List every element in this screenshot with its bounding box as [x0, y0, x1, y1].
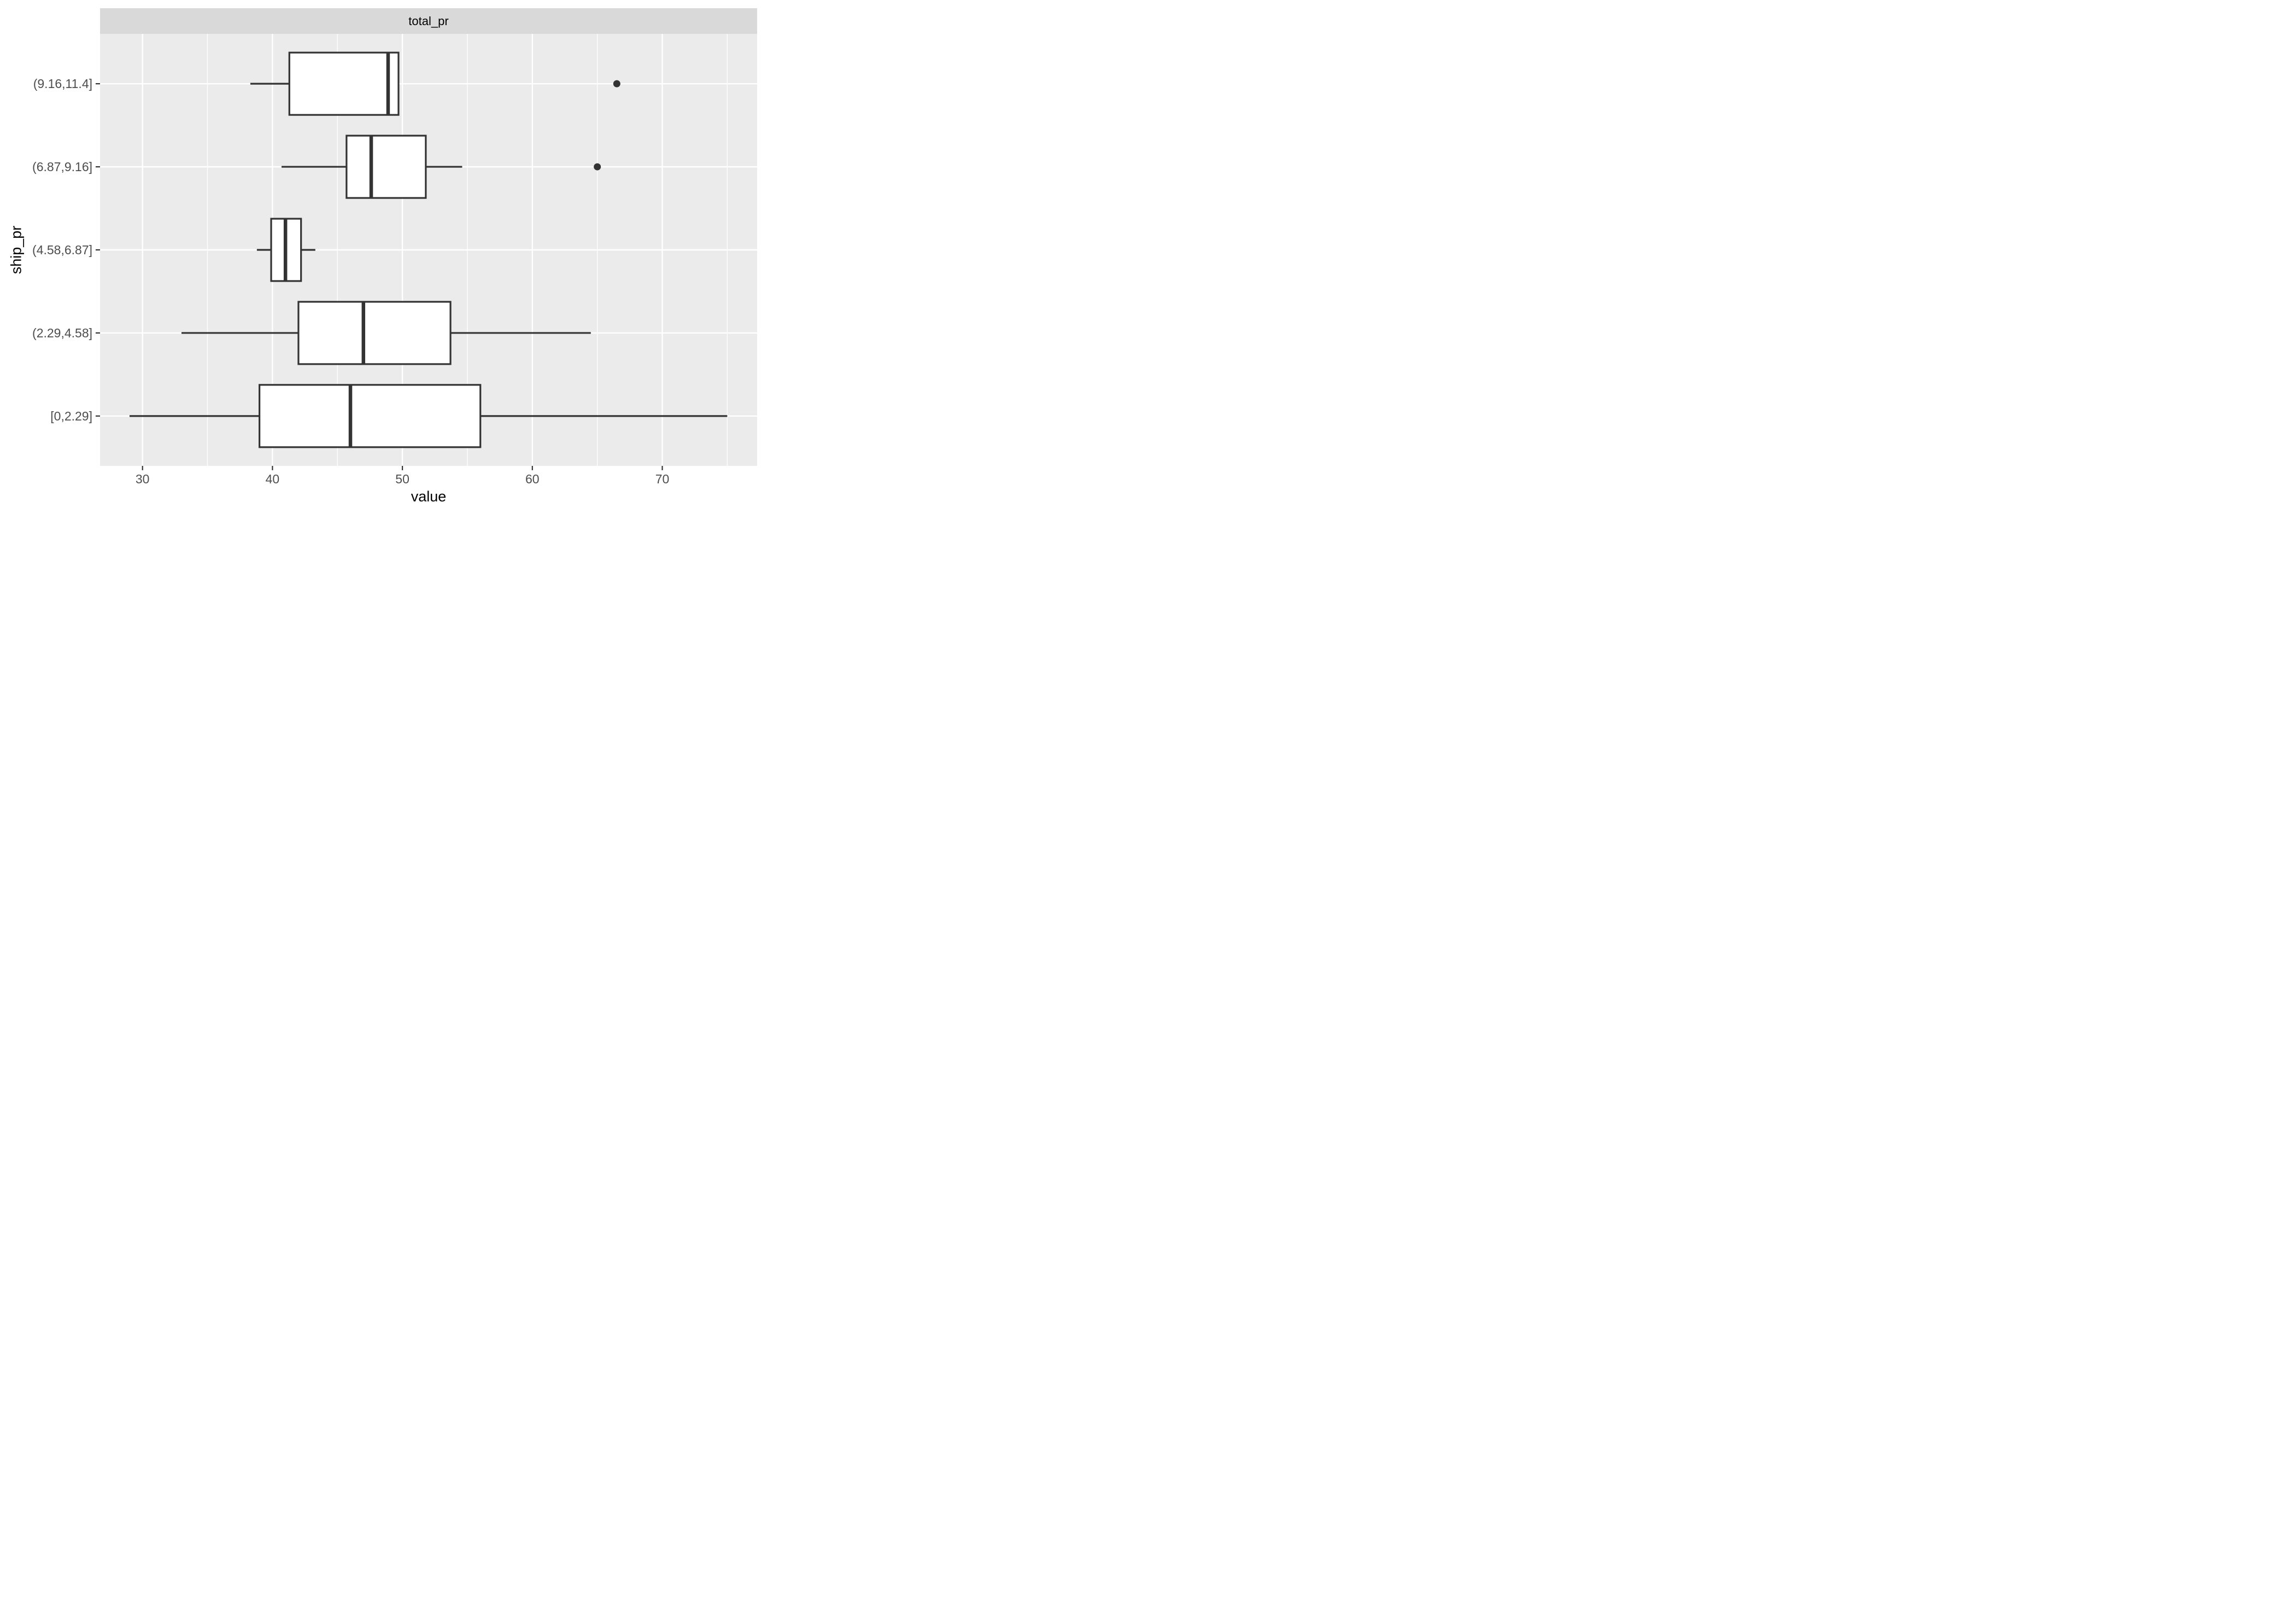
- facet-strip: total_pr: [100, 8, 757, 34]
- x-tick-label: 30: [136, 472, 150, 486]
- y-tick-label: [0,2.29]: [50, 409, 92, 423]
- x-axis-title: value: [411, 488, 447, 505]
- box-iqr: [345, 135, 427, 199]
- y-tick-label: (4.58,6.87]: [32, 243, 92, 257]
- box-iqr: [259, 384, 482, 448]
- plot-figure: total_pr 30 40 50 60 70 (9.16,11.4] (6.87,9.16…: [0, 0, 765, 536]
- facet-strip-label: total_pr: [408, 14, 449, 28]
- plot-panel: 30 40 50 60 70 (9.16,11.4] (6.87,9.16] (4.58,6.…: [32, 34, 757, 486]
- box-iqr: [297, 301, 452, 365]
- x-tick-label: 40: [266, 472, 280, 486]
- y-tick-label: (9.16,11.4]: [33, 77, 92, 91]
- y-tick-label: (6.87,9.16]: [32, 160, 92, 174]
- y-tick-label: (2.29,4.58]: [32, 326, 92, 340]
- x-tick-label: 60: [525, 472, 540, 486]
- outlier-point: [613, 80, 620, 87]
- outlier-point: [594, 163, 601, 171]
- x-tick-label: 70: [655, 472, 670, 486]
- y-axis-title: ship_pr: [8, 225, 25, 274]
- box-iqr: [288, 51, 400, 116]
- x-tick-label: 50: [395, 472, 409, 486]
